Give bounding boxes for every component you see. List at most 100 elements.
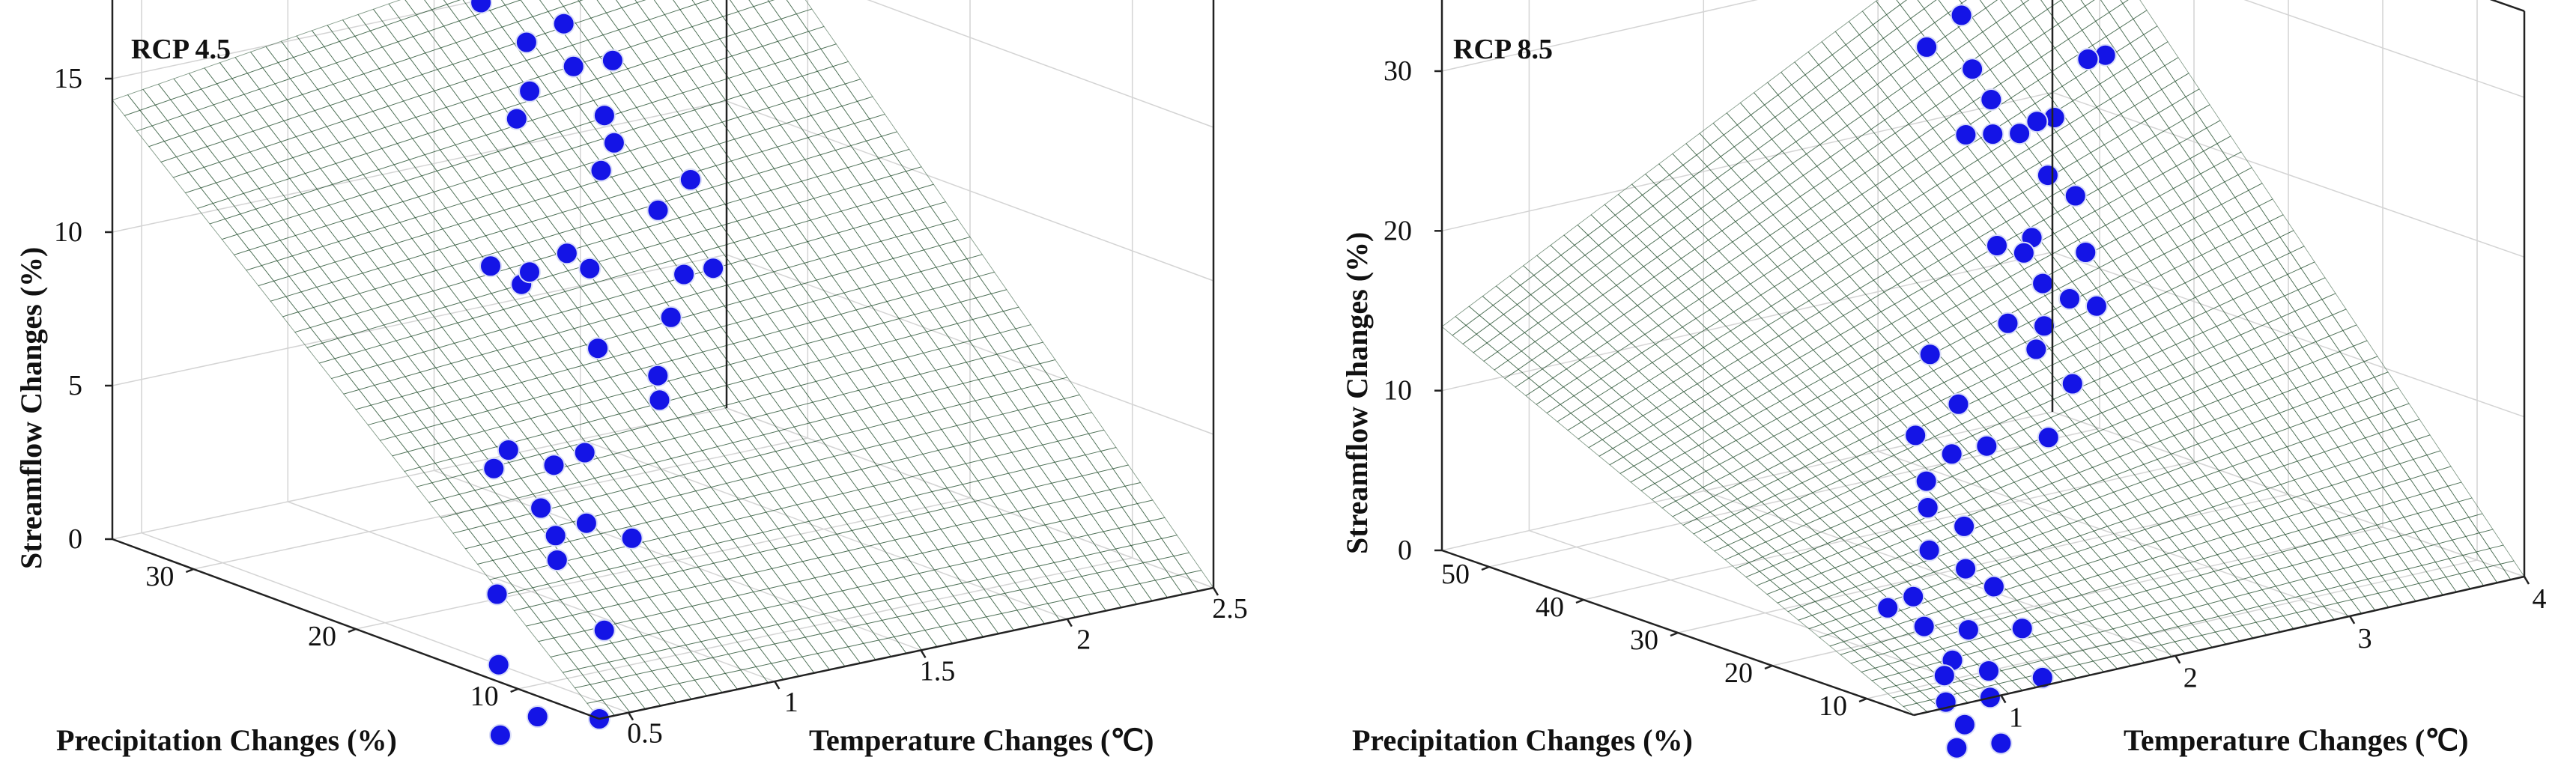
chart-panel-rcp45: 0.511.522.510203005101520 RCP 4.5 Stream… — [14, 0, 1248, 757]
surface-cell — [1921, 280, 1947, 302]
surface-cell — [1106, 506, 1135, 529]
surface-cell — [673, 0, 697, 10]
surface-cell — [1946, 356, 1972, 377]
surface-cell — [1938, 475, 1964, 493]
surface-cell — [1961, 417, 1986, 437]
surface-cell — [1813, 543, 1839, 559]
z-tick-label: 20 — [1384, 215, 1412, 246]
surface-cell — [2207, 380, 2232, 401]
x-tick-label: 3 — [2358, 623, 2372, 654]
surface-cell — [703, 618, 733, 639]
surface-cell — [1798, 615, 1824, 630]
surface-cell — [1849, 267, 1874, 289]
surface-cell — [1732, 449, 1758, 467]
surface-cell — [1990, 142, 2016, 166]
surface-cell — [1495, 275, 1521, 296]
data-point — [488, 723, 512, 747]
surface-cell — [1747, 501, 1773, 518]
surface-cell — [2093, 121, 2118, 145]
back-grid — [112, 0, 1214, 714]
x-axis-label: Temperature Changes (℃) — [2124, 723, 2468, 757]
surface-cell — [2133, 446, 2158, 465]
x-tick-mark — [2349, 616, 2356, 625]
surface-cell — [1685, 133, 1711, 156]
surface-cell — [1761, 354, 1787, 374]
surface-cell — [1860, 494, 1885, 511]
surface-cell — [1882, 437, 1909, 456]
y-tick-label: 10 — [470, 681, 499, 712]
surface-cell — [1948, 487, 1975, 505]
surface-cell — [1683, 383, 1709, 402]
data-point — [593, 104, 616, 127]
surface-cell — [1771, 504, 1797, 521]
surface-cell — [1887, 88, 1912, 112]
surface-cell — [1907, 288, 1933, 309]
surface-cell — [2160, 267, 2186, 291]
y-tick-label: 40 — [1536, 592, 1564, 623]
surface-cell — [1951, 602, 1977, 618]
tick-labels: 0.511.522.510203005101520 — [54, 63, 1248, 750]
surface-cell — [1757, 139, 1783, 162]
surface-cell — [2066, 138, 2091, 162]
surface-cell — [986, 514, 1016, 536]
surface-cell — [1620, 323, 1646, 344]
surface-cell — [2148, 173, 2175, 197]
surface-cell — [1736, 433, 1761, 451]
z-tick-label: 10 — [1384, 375, 1412, 407]
surface-cell — [2009, 429, 2035, 449]
surface-cell — [1690, 187, 1715, 209]
surface-cell — [1592, 275, 1617, 296]
surface-cell — [1807, 219, 1832, 242]
surface-cell — [2234, 369, 2259, 390]
data-point — [2010, 617, 2034, 640]
surface-cell — [2205, 305, 2231, 327]
surface-cell — [2226, 334, 2252, 356]
surface-cell — [1862, 259, 1888, 281]
surface-cell — [1748, 202, 1774, 225]
surface-cell — [1983, 504, 2009, 522]
surface-cell — [1845, 34, 1870, 59]
surface-cell — [1625, 215, 1651, 237]
data-point — [673, 263, 696, 286]
surface-cell — [1778, 472, 1803, 490]
surface-cell — [1754, 160, 1780, 183]
surface-cell — [1725, 273, 1751, 294]
surface-cell — [2085, 83, 2112, 108]
surface-cell — [1020, 486, 1049, 508]
surface-cell — [2169, 203, 2195, 226]
surface-cell — [2062, 335, 2088, 356]
surface-cell — [1745, 380, 1770, 399]
surface-cell — [2196, 366, 2222, 387]
surface-cell — [2164, 57, 2189, 82]
surface-cell — [639, 651, 668, 672]
surface-cell — [928, 508, 957, 530]
surface-cell — [940, 525, 969, 547]
surface-cell — [1612, 440, 1637, 458]
chart-title: RCP 4.5 — [131, 34, 231, 65]
data-point — [2076, 48, 2100, 70]
surface-cell — [1989, 60, 2015, 85]
surface-cell — [1035, 482, 1064, 505]
data-point — [2031, 272, 2055, 295]
surface-cell — [1914, 248, 1939, 270]
surface-cell — [1537, 313, 1563, 333]
surface-cell — [1819, 371, 1846, 391]
surface-cell — [1954, 587, 1981, 604]
surface-cell — [1595, 255, 1620, 276]
surface-cell — [2043, 447, 2070, 467]
surface-cell — [2020, 0, 2030, 4]
surface-cell — [1637, 296, 1662, 316]
surface-cell — [2127, 143, 2154, 167]
surface-cell — [404, 0, 433, 16]
surface-cell — [2175, 338, 2201, 359]
surface-cell — [1882, 685, 1908, 699]
surface-cell — [1075, 514, 1104, 536]
surface-cell — [804, 633, 834, 654]
x-tick-mark — [774, 681, 781, 690]
surface-cell — [1963, 481, 1988, 499]
surface-cell — [1861, 415, 1888, 434]
surface-cell — [2081, 449, 2107, 468]
surface-cell — [1729, 252, 1754, 274]
surface-cell — [900, 593, 929, 614]
surface-cell — [1820, 567, 1846, 583]
